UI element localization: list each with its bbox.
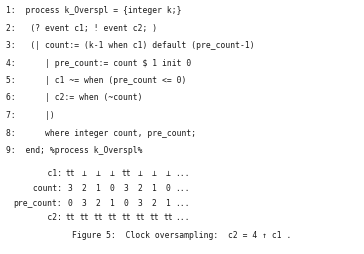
Text: pre_count:: pre_count: xyxy=(13,198,62,208)
Text: ⊥: ⊥ xyxy=(151,169,157,179)
Text: 0: 0 xyxy=(68,198,72,208)
Text: 2: 2 xyxy=(138,184,142,193)
Text: tt: tt xyxy=(121,169,131,179)
Text: ...: ... xyxy=(175,184,189,193)
Text: ⊥: ⊥ xyxy=(96,169,100,179)
Text: 9:  end; %process k_Overspl%: 9: end; %process k_Overspl% xyxy=(6,146,142,155)
Text: 3: 3 xyxy=(138,198,142,208)
Text: 3: 3 xyxy=(82,198,86,208)
Text: tt: tt xyxy=(107,213,117,222)
Text: 2: 2 xyxy=(82,184,86,193)
Text: 1: 1 xyxy=(166,198,170,208)
Text: tt: tt xyxy=(121,213,131,222)
Text: 8:      where integer count, pre_count;: 8: where integer count, pre_count; xyxy=(6,129,196,137)
Text: 2: 2 xyxy=(151,198,157,208)
Text: 6:      | c2:= when (~count): 6: | c2:= when (~count) xyxy=(6,93,142,103)
Text: 0: 0 xyxy=(166,184,170,193)
Text: Figure 5:  Clock oversampling:  c2 = 4 ↑ c1 .: Figure 5: Clock oversampling: c2 = 4 ↑ c… xyxy=(72,231,292,241)
Text: 1: 1 xyxy=(151,184,157,193)
Text: ...: ... xyxy=(175,213,189,222)
Text: 5:      | c1 ~= when (pre_count <= 0): 5: | c1 ~= when (pre_count <= 0) xyxy=(6,76,186,85)
Text: ...: ... xyxy=(175,198,189,208)
Text: tt: tt xyxy=(65,169,75,179)
Text: 1: 1 xyxy=(110,198,114,208)
Text: count:: count: xyxy=(28,184,62,193)
Text: tt: tt xyxy=(135,213,145,222)
Text: ⊥: ⊥ xyxy=(138,169,142,179)
Text: 2: 2 xyxy=(96,198,100,208)
Text: 0: 0 xyxy=(123,198,128,208)
Text: tt: tt xyxy=(79,213,89,222)
Text: ...: ... xyxy=(175,169,189,179)
Text: c1:: c1: xyxy=(28,169,62,179)
Text: 1: 1 xyxy=(96,184,100,193)
Text: 1:  process k_Overspl = {integer k;}: 1: process k_Overspl = {integer k;} xyxy=(6,6,182,15)
Text: 3: 3 xyxy=(68,184,72,193)
Text: 0: 0 xyxy=(110,184,114,193)
Text: 2:   (? event c1; ! event c2; ): 2: (? event c1; ! event c2; ) xyxy=(6,24,157,33)
Text: ⊥: ⊥ xyxy=(110,169,114,179)
Text: ⊥: ⊥ xyxy=(166,169,170,179)
Text: 3: 3 xyxy=(123,184,128,193)
Text: tt: tt xyxy=(149,213,159,222)
Text: 7:      |): 7: |) xyxy=(6,111,55,120)
Text: ⊥: ⊥ xyxy=(82,169,86,179)
Text: 3:   (| count:= (k-1 when c1) default (pre_count-1): 3: (| count:= (k-1 when c1) default (pre… xyxy=(6,41,255,50)
Text: 4:      | pre_count:= count $ 1 init 0: 4: | pre_count:= count $ 1 init 0 xyxy=(6,58,191,68)
Text: tt: tt xyxy=(65,213,75,222)
Text: c2:: c2: xyxy=(23,213,62,222)
Text: tt: tt xyxy=(93,213,103,222)
Text: tt: tt xyxy=(163,213,173,222)
